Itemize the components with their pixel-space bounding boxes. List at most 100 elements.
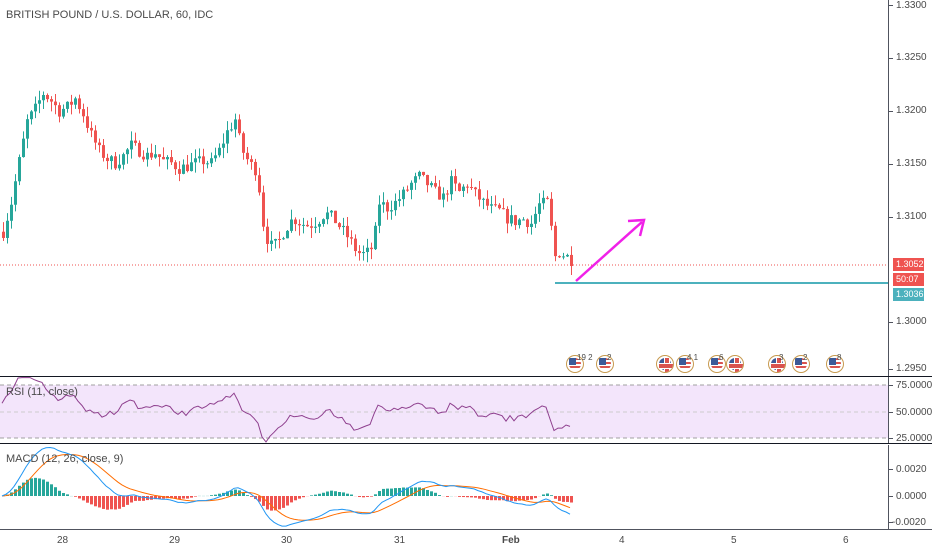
macd-histogram-bar bbox=[566, 496, 569, 502]
candle bbox=[462, 184, 465, 198]
macd-histogram-bar bbox=[134, 496, 137, 501]
candle bbox=[450, 170, 453, 201]
candle-body bbox=[254, 161, 257, 176]
candle-body bbox=[190, 162, 193, 172]
economic-event[interactable] bbox=[726, 355, 744, 373]
candle-body bbox=[334, 210, 337, 224]
pane-separator[interactable] bbox=[0, 443, 932, 444]
candle bbox=[174, 160, 177, 176]
price-axis[interactable]: 1.3300 1.3250 1.3200 1.3150 1.3100 1.300… bbox=[888, 0, 932, 376]
candle-body bbox=[166, 157, 169, 160]
macd-histogram-bar bbox=[474, 496, 477, 498]
macd-title[interactable]: MACD (12, 26, close, 9) bbox=[6, 453, 124, 465]
economic-event[interactable] bbox=[792, 355, 810, 373]
candle bbox=[142, 150, 145, 162]
us-flag-icon bbox=[829, 358, 841, 370]
candle-body bbox=[262, 192, 265, 227]
macd-histogram-bar bbox=[258, 496, 261, 502]
macd-histogram-bar bbox=[286, 496, 289, 506]
candle bbox=[422, 171, 425, 177]
macd-histogram-bar bbox=[390, 488, 393, 496]
candle bbox=[238, 114, 241, 136]
macd-histogram-bar bbox=[366, 496, 369, 497]
candle bbox=[6, 213, 9, 244]
candle bbox=[166, 155, 169, 170]
candle bbox=[326, 206, 329, 225]
candle bbox=[30, 110, 33, 125]
candle-body bbox=[506, 208, 509, 224]
candle-body bbox=[214, 155, 217, 159]
macd-histogram-bar bbox=[154, 496, 157, 500]
uk-flag-icon bbox=[729, 358, 743, 372]
rsi-pane[interactable]: RSI (11, close) bbox=[0, 377, 888, 443]
candle bbox=[466, 184, 469, 194]
macd-histogram-bar bbox=[454, 496, 457, 497]
macd-histogram-bar bbox=[402, 487, 405, 496]
macd-histogram-bar bbox=[522, 496, 525, 501]
candle bbox=[74, 96, 77, 109]
candle-body bbox=[486, 198, 489, 206]
time-axis[interactable]: 28 29 30 31 Feb 4 5 6 bbox=[0, 529, 932, 550]
event-count: 4 1 bbox=[687, 353, 699, 362]
macd-histogram-bar bbox=[190, 496, 193, 498]
candle-body bbox=[38, 100, 41, 104]
candle-body bbox=[310, 226, 313, 228]
macd-histogram-bar bbox=[430, 491, 433, 496]
macd-histogram-bar bbox=[546, 493, 549, 496]
candle-body bbox=[22, 138, 25, 158]
rsi-axis[interactable]: 75.0000 50.0000 25.0000 bbox=[888, 377, 932, 444]
candle bbox=[318, 221, 321, 233]
macd-histogram-bar bbox=[126, 496, 129, 505]
candle bbox=[18, 154, 21, 186]
candle-body bbox=[522, 219, 525, 221]
candle-body bbox=[390, 210, 393, 212]
candle bbox=[114, 152, 117, 170]
macd-axis[interactable]: 0.0020 0.0000 -0.0020 bbox=[888, 445, 932, 529]
candle bbox=[202, 148, 205, 174]
economic-event[interactable] bbox=[826, 355, 844, 373]
candle bbox=[38, 90, 41, 114]
time-tick: 4 bbox=[619, 535, 625, 546]
candle bbox=[194, 149, 197, 173]
candle-body bbox=[550, 198, 553, 226]
candlestick-chart[interactable] bbox=[0, 0, 888, 376]
candle-body bbox=[410, 182, 413, 190]
candle bbox=[78, 94, 81, 114]
macd-histogram-bar bbox=[434, 492, 437, 496]
candle bbox=[126, 148, 129, 164]
candle-body bbox=[142, 156, 145, 160]
macd-pane[interactable]: MACD (12, 26, close, 9) bbox=[0, 445, 888, 529]
candle-body bbox=[278, 238, 281, 240]
candle-body bbox=[162, 156, 165, 160]
us-flag-icon bbox=[569, 358, 581, 370]
candle-body bbox=[306, 224, 309, 227]
candle-body bbox=[490, 204, 493, 206]
macd-histogram-bar bbox=[114, 496, 117, 510]
rsi-title[interactable]: RSI (11, close) bbox=[6, 386, 78, 398]
economic-event[interactable] bbox=[656, 355, 674, 373]
economic-event[interactable] bbox=[676, 355, 694, 373]
pane-separator[interactable] bbox=[0, 376, 932, 377]
economic-event[interactable] bbox=[768, 355, 786, 373]
economic-event[interactable] bbox=[566, 355, 584, 373]
candle-body bbox=[222, 143, 225, 148]
candle bbox=[362, 245, 365, 261]
candle-body bbox=[110, 156, 113, 162]
macd-histogram-bar bbox=[362, 496, 365, 498]
candle-body bbox=[478, 189, 481, 200]
candle bbox=[130, 131, 133, 159]
candle-body bbox=[358, 251, 361, 254]
price-chart-pane[interactable]: BRITISH POUND / U.S. DOLLAR, 60, IDC bbox=[0, 0, 888, 376]
candle bbox=[490, 196, 493, 214]
candle bbox=[382, 192, 385, 213]
economic-event[interactable] bbox=[708, 355, 726, 373]
candle bbox=[566, 253, 569, 257]
candle bbox=[70, 94, 73, 115]
candle-body bbox=[282, 238, 285, 240]
candle-body bbox=[498, 204, 501, 209]
candle-body bbox=[86, 116, 89, 128]
economic-event[interactable] bbox=[596, 355, 614, 373]
candle-body bbox=[242, 133, 245, 153]
candle-body bbox=[418, 171, 421, 177]
macd-histogram-bar bbox=[182, 496, 185, 499]
